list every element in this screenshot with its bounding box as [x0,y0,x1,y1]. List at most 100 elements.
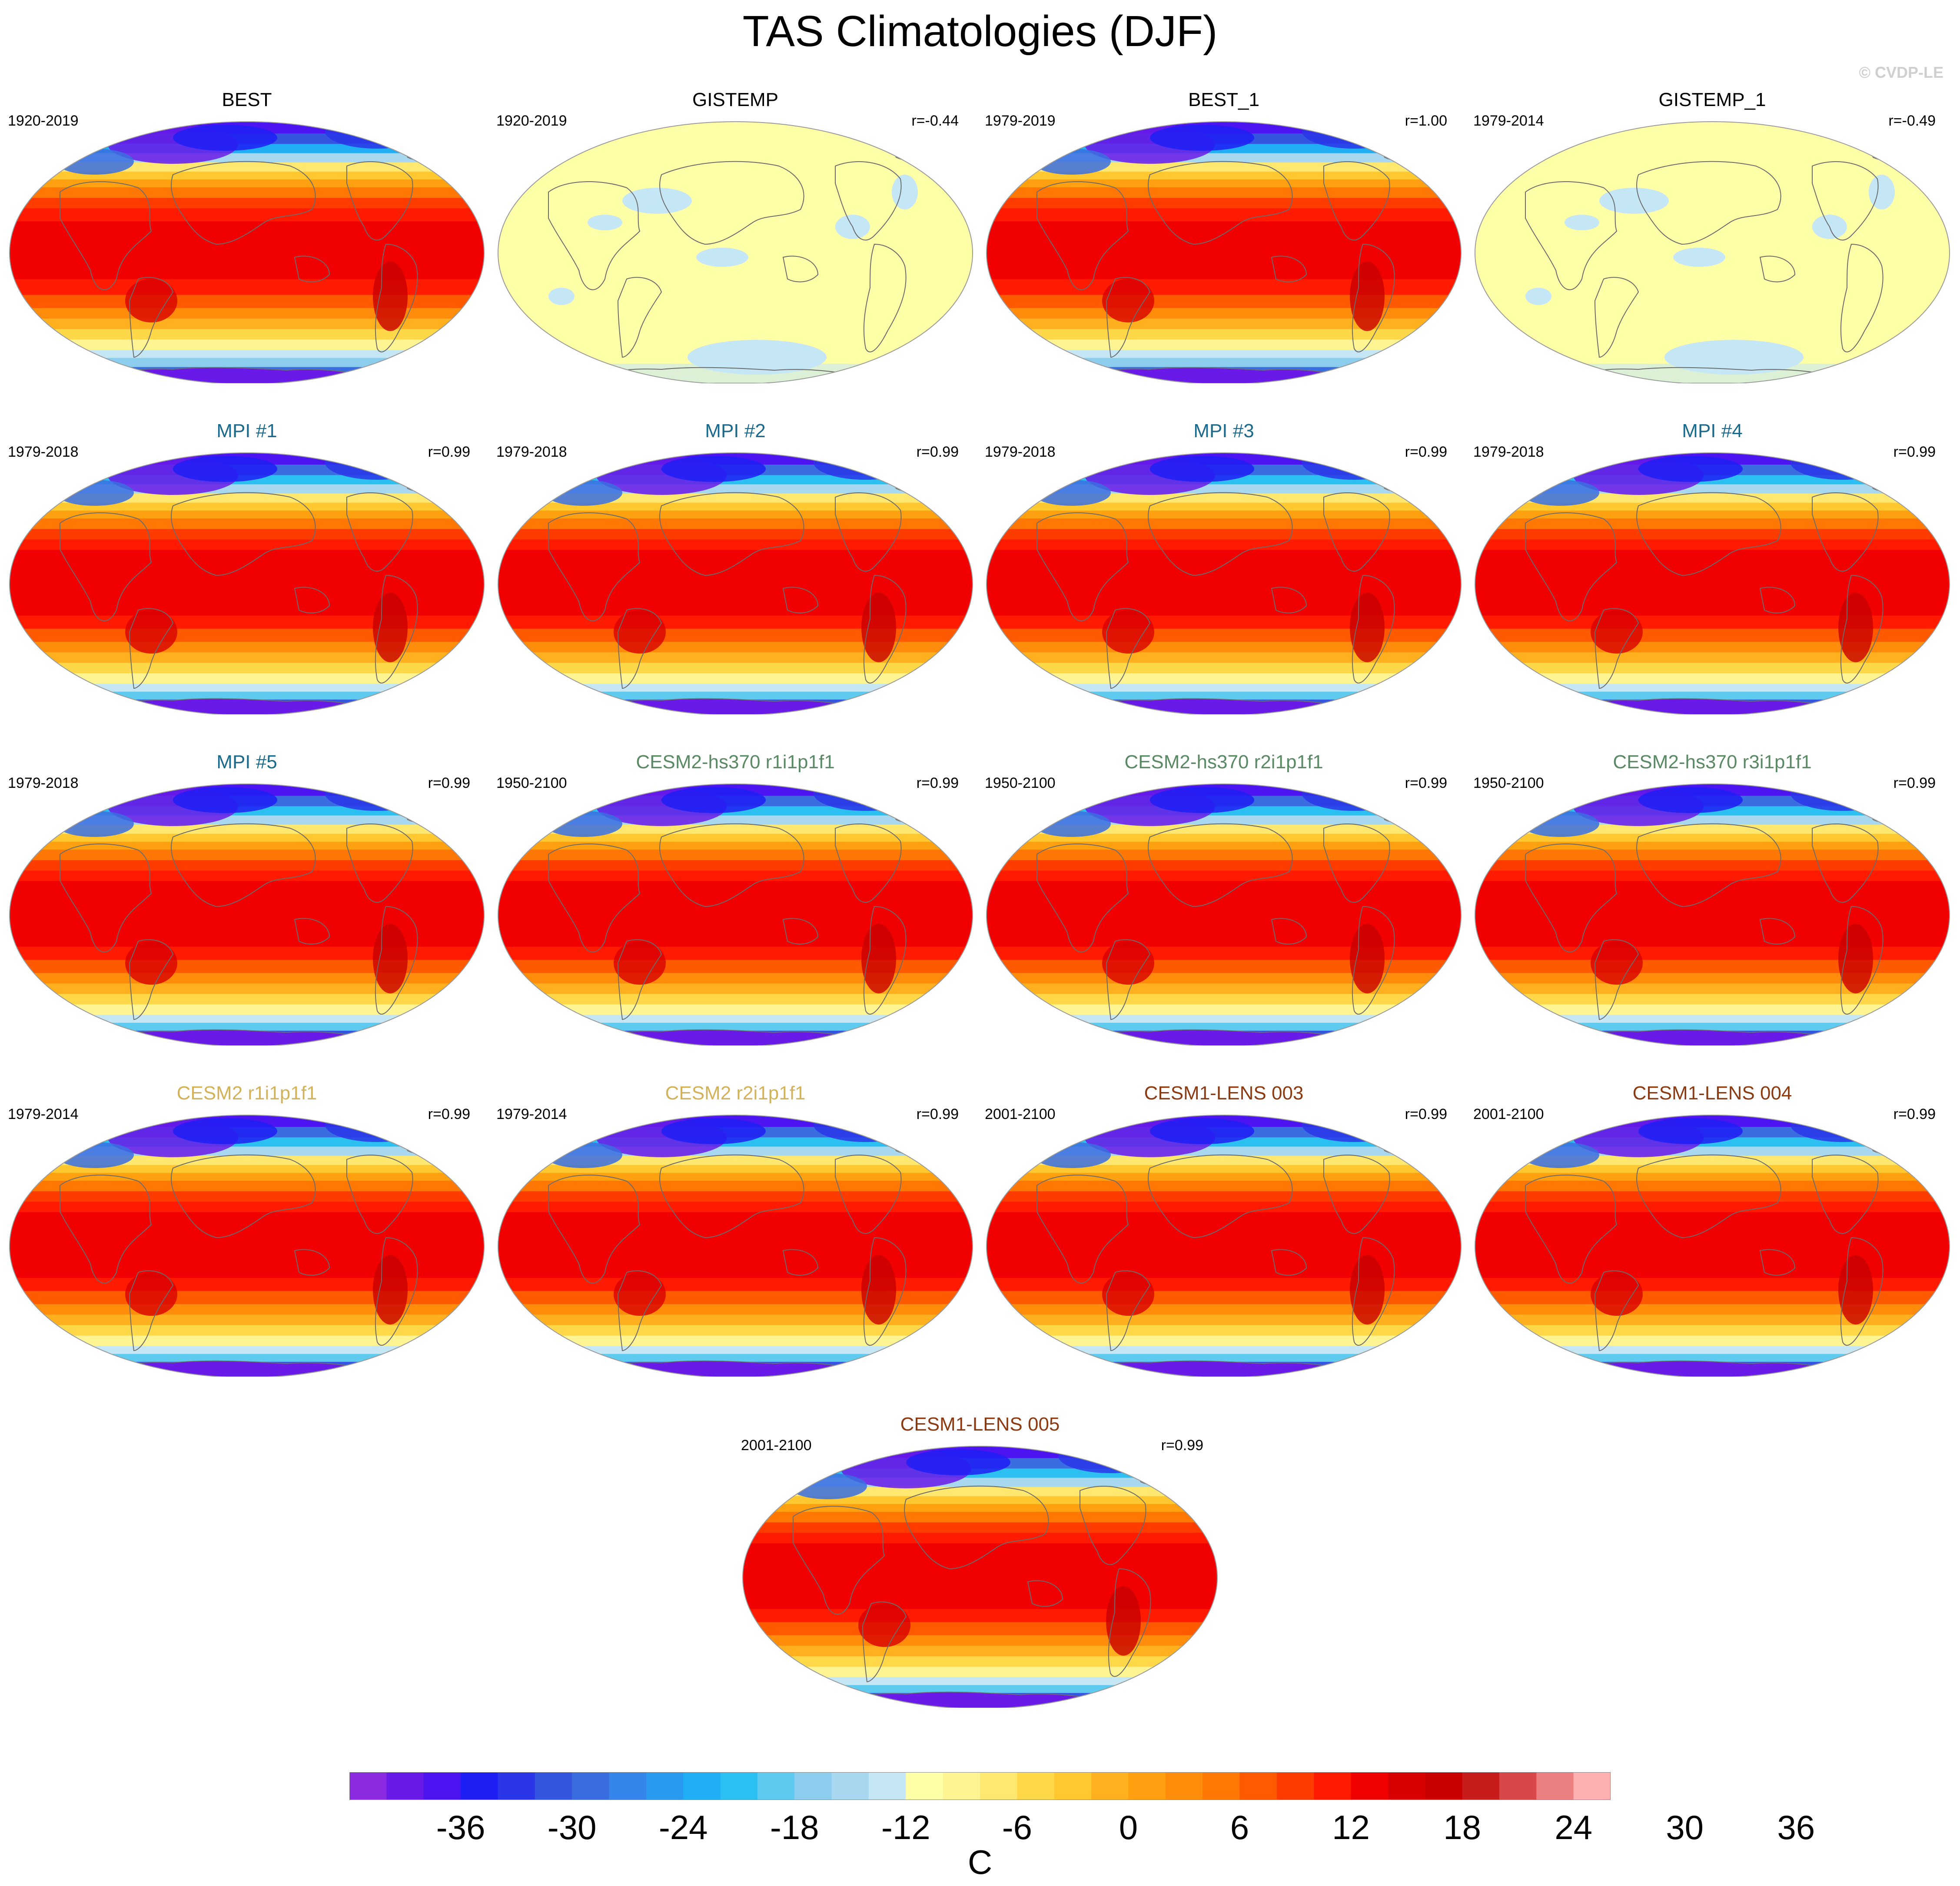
temperature-band [498,1212,973,1278]
world-map [498,121,973,383]
colorbar [349,1772,1611,1800]
colorbar-ticks: -36 -30 -24 -18 -12 -6 0 6 12 18 24 30 3… [349,1808,1815,1851]
colorbar-swatch [1203,1772,1240,1800]
temperature-band [987,860,1461,871]
colorbar-swatch [1573,1772,1611,1800]
map-panel: CESM1-LENS 005 2001-2100 r=0.99 [741,1413,1219,1709]
temperature-band [10,1325,484,1336]
panel-period: 1950-2100 [985,775,1056,791]
temperature-band [10,518,484,530]
anomaly-patch [588,215,622,230]
temperature-band [10,350,484,359]
temperature-band [498,684,973,692]
temperature-band [743,1667,1217,1678]
colorbar-swatch [1054,1772,1092,1800]
temperature-band [10,1004,484,1016]
temperature-band [1475,1325,1950,1336]
temperature-band [987,510,1461,519]
temperature-band [987,208,1461,222]
temperature-band [10,208,484,222]
panel-title: CESM1-LENS 004 [1632,1082,1792,1104]
panel-title: MPI #2 [705,420,766,442]
anomaly-patch [1599,188,1669,214]
colorbar-tick: -18 [770,1808,819,1846]
colorbar-unit: C [967,1843,993,1881]
map-panel: CESM2-hs370 r3i1p1f1 1950-2100 r=0.99 [1473,751,1951,1046]
map-panel: GISTEMP_1 1979-2014 r=-0.49 [1473,89,1951,384]
temperature-band [987,319,1461,330]
colorbar-tick: 30 [1666,1808,1704,1846]
panel-correlation: r=0.99 [1405,775,1447,791]
temperature-band [1475,1172,1950,1181]
panel-correlation: r=0.99 [428,444,470,460]
colorbar-swatch [386,1772,424,1800]
temperature-band [1475,1354,1950,1362]
temperature-band [987,279,1461,296]
temperature-band [10,833,484,842]
colorbar-swatch [943,1772,980,1800]
temperature-band [1475,615,1950,629]
temperature-band [743,1609,1217,1623]
colorbar-swatch [1462,1772,1500,1800]
panel-title: CESM2-hs370 r2i1p1f1 [1124,751,1323,773]
temperature-band [987,308,1461,319]
temperature-band [10,1346,484,1355]
temperature-band [10,358,484,368]
world-map [9,1115,485,1377]
map-panel: CESM1-LENS 003 2001-2100 r=0.99 [985,1082,1463,1378]
panel-period: 2001-2100 [985,1106,1056,1122]
colorbar-swatch [683,1772,721,1800]
temperature-band [987,1304,1461,1315]
temperature-band [498,641,973,653]
temperature-band [1475,1202,1950,1213]
temperature-band [10,1304,484,1315]
temperature-band [987,684,1461,692]
temperature-band [987,550,1461,616]
temperature-band [1475,973,1950,984]
colorbar-tick: 36 [1777,1808,1815,1846]
colorbar-swatch [1425,1772,1463,1800]
temperature-band [10,615,484,629]
temperature-band [498,1165,973,1173]
panel-period: 1979-2018 [1473,444,1544,460]
anomaly-patch [892,175,918,209]
panel-period: 1950-2100 [496,775,567,791]
temperature-band [498,518,973,530]
temperature-band [987,1191,1461,1202]
temperature-band [10,1315,484,1326]
temperature-band [987,881,1461,947]
map-panel: MPI #5 1979-2018 r=0.99 [8,751,486,1046]
temperature-band [1475,994,1950,1005]
temperature-band [1475,1181,1950,1192]
temperature-band [10,529,484,540]
map-panel: MPI #1 1979-2018 r=0.99 [8,420,486,715]
temperature-band [10,1278,484,1292]
temperature-band [10,684,484,692]
temperature-band [987,1004,1461,1016]
panel-period: 1920-2019 [496,113,567,129]
temperature-band [987,1212,1461,1278]
temperature-band [1475,684,1950,692]
panel-title: MPI #3 [1193,420,1254,442]
panel-period: 1979-2018 [8,444,79,460]
temperature-band [1475,663,1950,674]
panel-title: CESM2-hs370 r3i1p1f1 [1613,751,1812,773]
temperature-band [987,1315,1461,1326]
temperature-band [498,1278,973,1292]
temperature-band [743,1512,1217,1523]
map-panel: GISTEMP 1920-2019 r=-0.44 [496,89,974,384]
panel-correlation: r=0.99 [1161,1437,1203,1454]
temperature-band [987,529,1461,540]
temperature-band [987,1346,1461,1355]
colorbar-swatch [980,1772,1017,1800]
world-map [1475,452,1950,714]
temperature-band [498,1304,973,1315]
temperature-band [10,339,484,351]
temperature-band [498,1191,973,1202]
colorbar-tick: -24 [658,1808,708,1846]
colorbar-swatch [1276,1772,1314,1800]
temperature-band [987,171,1461,180]
temperature-band [498,850,973,861]
temperature-band [1475,652,1950,664]
colorbar-tick: 18 [1443,1808,1481,1846]
